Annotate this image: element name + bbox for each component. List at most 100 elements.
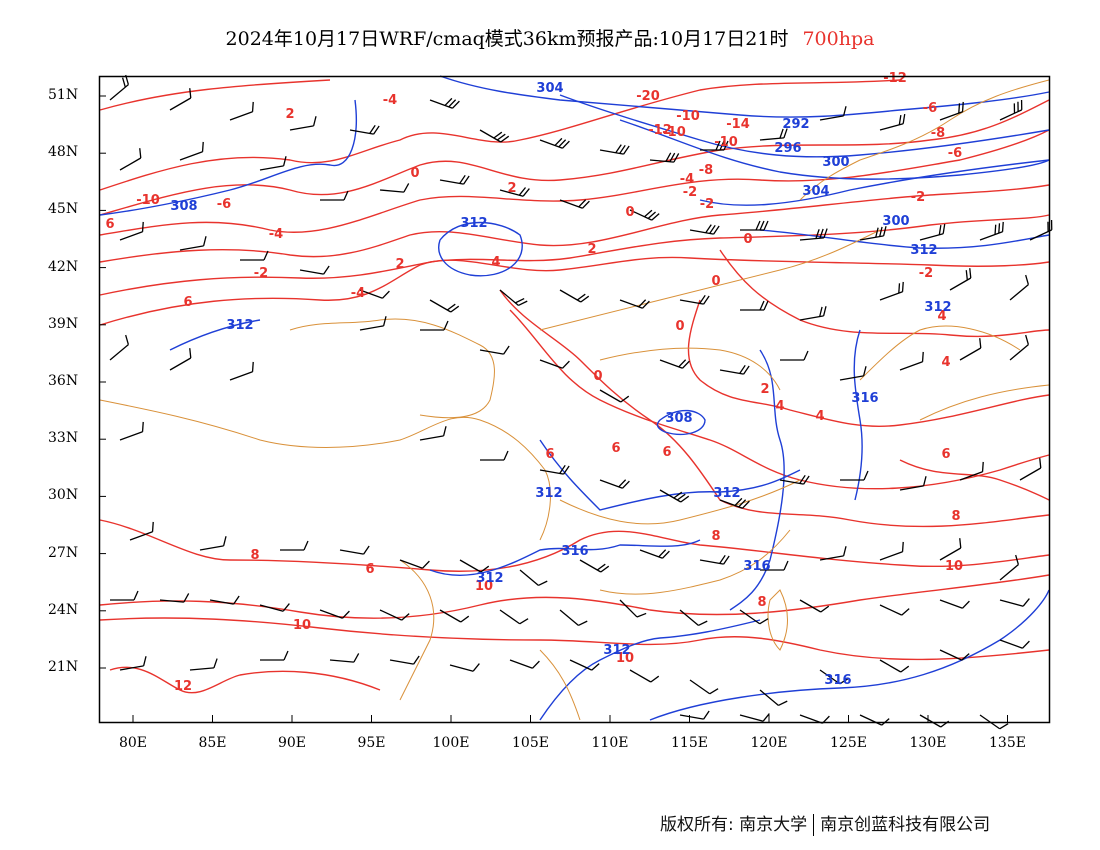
- temperature-label: 0: [593, 369, 602, 384]
- lat-label: 33N: [48, 430, 79, 447]
- wind-barb: [499, 609, 529, 625]
- contour-labels: -12-20-10-10-12 -14-10-8-6-6-4-8-10 -6-4-2…: [105, 71, 963, 694]
- temperature-label: 8: [250, 548, 259, 563]
- wind-barb: [939, 538, 962, 561]
- wind-barb: [879, 281, 904, 301]
- wind-barb: [879, 541, 904, 561]
- wind-barb: [539, 359, 570, 369]
- temperature-label: -4: [351, 286, 365, 301]
- lat-label: 39N: [48, 315, 79, 332]
- height-label: 304: [536, 81, 563, 96]
- wind-barb: [569, 659, 600, 671]
- wind-barb: [509, 659, 540, 669]
- wind-barb: [280, 540, 309, 551]
- wind-barb: [109, 74, 130, 101]
- wind-barb: [119, 421, 144, 441]
- lat-label: 45N: [48, 201, 79, 218]
- temperature-label: 8: [757, 595, 766, 610]
- wind-barb: [739, 713, 770, 722]
- wind-barb: [429, 299, 460, 313]
- wind-barb: [739, 609, 769, 625]
- temperature-label: 6: [662, 445, 671, 460]
- wind-barb: [420, 320, 449, 331]
- wind-barb: [110, 590, 139, 601]
- wind-barb: [799, 306, 827, 321]
- lon-label: 120E: [750, 735, 788, 751]
- wind-barb: [619, 299, 650, 309]
- temperature-label: -4: [383, 93, 397, 108]
- lon-label: 135E: [989, 735, 1026, 751]
- boundary-line: [859, 325, 1021, 381]
- wind-barb: [759, 689, 788, 707]
- wind-barb: [819, 106, 847, 121]
- boundary-line: [99, 399, 551, 541]
- temperature-label: 2: [760, 382, 769, 397]
- wind-barb: [299, 265, 330, 275]
- height-label: 312: [713, 486, 740, 501]
- height-label: 312: [460, 216, 487, 231]
- wind-barb: [339, 545, 370, 555]
- wind-barb: [839, 366, 867, 381]
- lon-label: 100E: [432, 735, 470, 751]
- wind-barb: [379, 183, 410, 193]
- wind-barb: [999, 99, 1023, 121]
- temperature-label: -4: [269, 227, 283, 242]
- lat-label: 48N: [48, 144, 79, 161]
- axis-ticks: [99, 95, 1008, 722]
- temperature-label: -8: [699, 163, 713, 178]
- temperature-label: 4: [775, 399, 784, 414]
- boundary-line: [799, 79, 1050, 201]
- wind-barb: [1019, 458, 1042, 481]
- wind-barb: [1029, 219, 1053, 241]
- temperature-label: 2: [587, 242, 596, 257]
- height-label: 308: [170, 199, 197, 214]
- wind-barb: [999, 554, 1020, 581]
- lat-label: 36N: [48, 373, 79, 389]
- lon-label: 95E: [357, 735, 386, 751]
- wind-barb: [159, 593, 190, 603]
- wind-barb: [899, 351, 924, 371]
- temperature-label: -6: [923, 101, 937, 116]
- wind-barb: [109, 334, 130, 361]
- lon-label: 105E: [512, 735, 549, 751]
- wind-barb: [199, 536, 227, 551]
- temperature-contour: [687, 299, 1050, 428]
- wind-barb: [719, 364, 750, 375]
- wind-barb: [949, 268, 972, 291]
- wind-barb: [959, 461, 984, 481]
- wind-barb: [169, 348, 192, 371]
- map-frame: [98, 75, 1051, 724]
- wind-barb: [780, 350, 809, 361]
- temperature-label: -2: [254, 266, 268, 281]
- height-label: 316: [851, 391, 878, 406]
- temperature-label: 12: [174, 679, 192, 694]
- temperature-label: -6: [217, 197, 231, 212]
- temperature-contour: [99, 256, 1050, 326]
- wind-barb: [759, 128, 788, 141]
- temperature-label: -10: [136, 193, 160, 208]
- wind-barb: [939, 101, 964, 121]
- lat-label: 30N: [48, 487, 79, 504]
- wind-barb: [919, 714, 950, 728]
- wind-barb: [679, 609, 708, 627]
- temperature-contour: [719, 249, 1050, 338]
- wind-barb: [289, 116, 317, 131]
- footer-divider: [813, 814, 815, 836]
- wind-barb: [189, 658, 218, 671]
- wind-barb: [389, 655, 420, 665]
- wind-barb: [379, 609, 410, 621]
- boundary-line: [599, 347, 781, 391]
- temperature-label: 8: [951, 509, 960, 524]
- wind-barb: [689, 224, 720, 235]
- wind-barb: [919, 223, 946, 241]
- boundary-line: [559, 479, 801, 525]
- wind-barb: [429, 97, 460, 109]
- geopotential-contour: [656, 409, 706, 436]
- copyright-footer: 版权所有: 南京大学 南京创蓝科技有限公司: [660, 810, 990, 836]
- height-label: 300: [822, 155, 849, 170]
- temperature-contour: [99, 99, 1050, 216]
- wind-barb: [999, 598, 1030, 607]
- lat-label: 21N: [48, 659, 79, 675]
- temperature-label: 10: [945, 559, 963, 574]
- temperature-label: -20: [636, 89, 660, 104]
